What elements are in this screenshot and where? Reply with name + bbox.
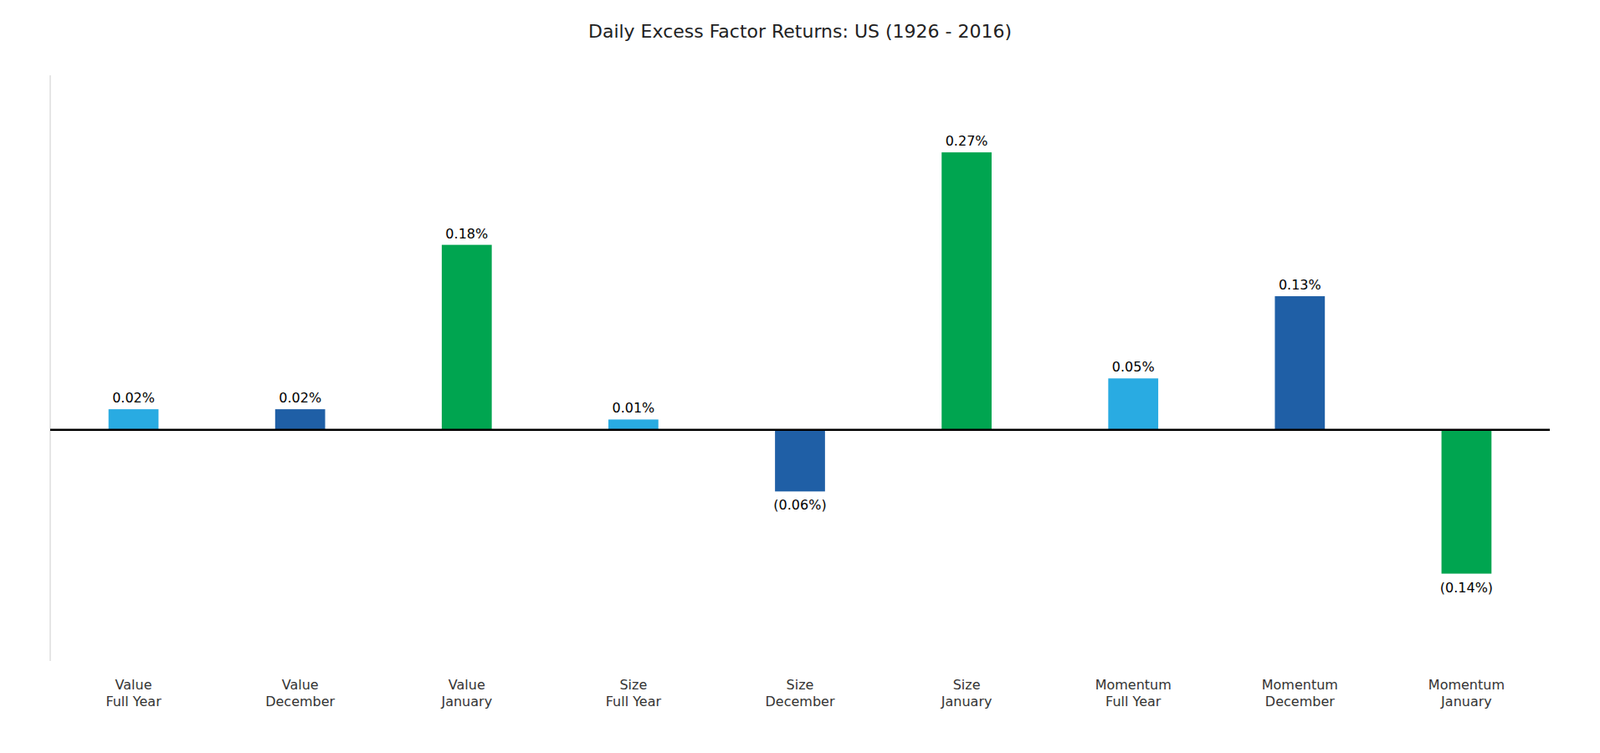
data-label: (0.14%): [1440, 579, 1493, 596]
data-label: 0.13%: [1278, 276, 1322, 293]
data-label: 0.05%: [1112, 358, 1155, 375]
chart-svg: Daily Excess Factor Returns: US (1926 - …: [0, 0, 1600, 753]
bar: [1107, 378, 1159, 430]
x-tick-label: MomentumFull Year: [1095, 676, 1172, 710]
chart-container: Daily Excess Factor Returns: US (1926 - …: [0, 0, 1600, 753]
bar: [774, 430, 826, 493]
data-label: (0.06%): [773, 497, 826, 513]
bar: [275, 409, 326, 431]
zero-line: [50, 428, 1550, 431]
x-tick-label: MomentumJanuary: [1428, 676, 1505, 710]
data-label: 0.01%: [611, 400, 655, 416]
y-range-line: [50, 75, 52, 662]
x-tick-label: ValueDecember: [265, 676, 335, 710]
x-tick-label: ValueJanuary: [440, 676, 493, 710]
x-tick-label: MomentumDecember: [1261, 676, 1339, 710]
data-label: 0.02%: [112, 389, 155, 406]
bar: [608, 419, 659, 430]
data-label: 0.27%: [945, 133, 989, 149]
bar: [1441, 430, 1493, 575]
bars: [108, 152, 1493, 575]
x-tick-label: ValueFull Year: [105, 676, 162, 710]
bar: [108, 409, 159, 431]
chart-title: Daily Excess Factor Returns: US (1926 - …: [588, 20, 1012, 42]
bar: [441, 245, 493, 431]
bar: [941, 152, 992, 431]
data-label: 0.02%: [278, 389, 322, 406]
bar: [1274, 296, 1325, 431]
x-tick-label: SizeDecember: [765, 676, 836, 710]
data-label: 0.18%: [445, 225, 488, 242]
x-tick-label: SizeJanuary: [940, 676, 993, 710]
x-tick-label: SizeFull Year: [605, 676, 662, 710]
